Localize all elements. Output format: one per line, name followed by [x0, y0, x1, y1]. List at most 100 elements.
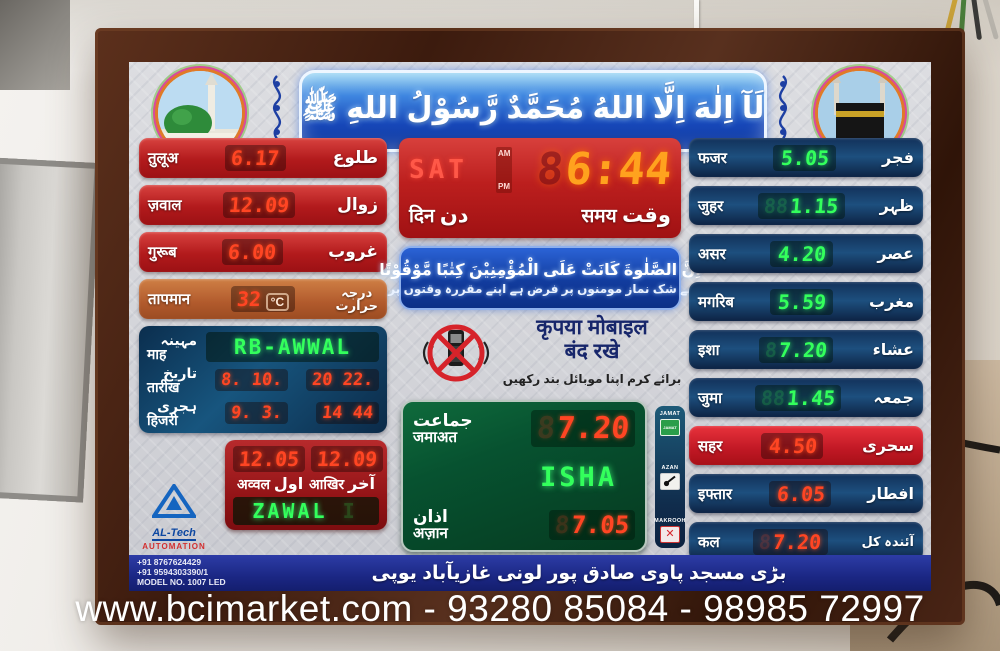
prayer-label-hindi: जुमा — [698, 389, 722, 407]
month-label-urdu: مہینہ — [160, 331, 197, 348]
prayer-row-maghrib: मगरिब 5.59 مغرب — [689, 282, 923, 321]
prayer-label-urdu: عشاء — [872, 341, 914, 359]
prayer-label-hindi: इशा — [698, 341, 720, 359]
shahada-text: لَآ اِلٰهَ اِلَّا اللهُ مُحَمَّدٌ رَّسُو… — [301, 91, 765, 125]
prayer-time: 5.05 — [780, 145, 831, 170]
year-display: 20 22. — [310, 370, 374, 391]
current-prayer-display: ISHA — [539, 462, 617, 494]
day-caption-urdu: دن — [439, 204, 469, 227]
prayer-row-fajr: फजर 5.05 فجر — [689, 138, 923, 177]
mobile-notice-line1: कृपया मोबाइल — [536, 316, 648, 339]
hijri-label-urdu: ہجری — [157, 397, 197, 414]
date-label-urdu: تاریخ — [163, 365, 197, 381]
led-ghost-digit: 88 — [759, 385, 786, 410]
jamat-status: JAMAT JAMAT — [660, 411, 681, 436]
temperature-urdu-line1: درجہ — [341, 285, 373, 300]
sunrise-time: 6.17 — [230, 146, 281, 170]
row-label-urdu: طلوع — [332, 148, 378, 167]
hijri-label-hindi: हिजरी — [147, 411, 178, 428]
prayer-clock-board: لَآ اِلٰهَ اِلَّا اللهُ مُحَمَّدٌ رَّسُو… — [95, 28, 965, 625]
prayer-row-asr: असर 4.20 عصر — [689, 234, 923, 273]
mobile-notice: कृपया मोबाइल बंद रखे برائے کرم اپنا موبا… — [501, 316, 683, 386]
prayer-row-tomorrow: कल 87.20 آئندہ کل — [689, 522, 923, 561]
mobile-notice-urdu: برائے کرم اپنا موبائل بند رکھیں — [502, 372, 682, 387]
mobile-notice-hindi: कृपया मोबाइल बंद रखे — [501, 316, 683, 364]
board-face: لَآ اِلٰهَ اِلَّا اللهُ مُحَمَّدٌ رَّسُو… — [129, 62, 931, 591]
date-display: 8. 10. — [219, 370, 283, 391]
azan-label: اذان अज़ान — [413, 508, 448, 542]
prayer-label-urdu: فجر — [882, 149, 914, 167]
prayer-time: 7.20 — [772, 529, 823, 554]
prayer-label-urdu: عصر — [877, 245, 914, 263]
month-display: RB-AWWAL — [206, 332, 379, 362]
zawal-awwal-time: 12.05 — [237, 447, 301, 472]
brand-name: AL-Tech — [152, 527, 196, 541]
mobile-notice-line2: बंद रखे — [564, 340, 620, 364]
led-ghost-digit: 88 — [763, 193, 790, 218]
pm-label: PM — [498, 182, 511, 191]
azan-row: اذان अज़ान 87.05 — [413, 508, 635, 542]
row-label-hindi: तुलूअ — [148, 150, 179, 167]
row-label-urdu: غروب — [328, 242, 378, 261]
prayer-time: 5.59 — [777, 289, 828, 314]
jamaat-time: 7.20 — [555, 411, 631, 446]
status-strip: JAMAT JAMAT AZAN MAKROOH ✕ — [654, 406, 686, 548]
azan-label-hindi: अज़ान — [413, 525, 448, 543]
prayer-time: 4.20 — [777, 241, 828, 266]
jamat-status-label: JAMAT — [659, 411, 681, 417]
watermark-text: www.bcimarket.com - 93280 85084 - 98985 … — [75, 588, 925, 629]
contact-block: +91 8767624429 +91 9594303390/1 MODEL NO… — [137, 558, 267, 587]
temperature-row: तापमान 32 °C درجہ حرارت — [139, 279, 387, 319]
date-label: تاریخ तारीख — [147, 366, 197, 395]
prayer-label-urdu: افطار — [867, 485, 914, 503]
prayer-row-sahar: सहर 4.50 سحری — [689, 426, 923, 465]
prayer-time: 6.05 — [775, 481, 826, 506]
zawal-row: ज़वाल 12.09 زوال — [139, 185, 387, 225]
sunset-time: 6.00 — [227, 240, 278, 264]
prayer-time: 1.15 — [789, 193, 840, 218]
led-ghost-digit: 8 — [534, 144, 566, 195]
zawal-title: ZAWAL — [252, 499, 328, 524]
time-caption-urdu: وقت — [621, 204, 671, 227]
clock-top-row: SAT AM PM 86:44 — [409, 144, 673, 196]
jamaat-label-hindi: जमाअत — [413, 428, 457, 446]
calendar-panel: مہینہ माह RB-AWWAL تاریخ तारीख 8. 10. 20… — [139, 326, 387, 434]
jamaat-label: جماعت जमाअत — [413, 411, 473, 446]
sunrise-row: तुलूअ 6.17 طلوع — [139, 138, 387, 178]
date-label-hindi: तारीख — [147, 379, 180, 396]
day-caption-hindi: दिन — [409, 206, 435, 227]
prayer-row-isha: इशा 87.20 عشاء — [689, 330, 923, 369]
microphone-icon — [660, 472, 680, 490]
akhir-label-urdu: آخر — [348, 476, 375, 494]
led-ghost-digit: I — [342, 499, 358, 524]
prayer-label-urdu: ظہر — [879, 197, 914, 215]
clock-caption-row: दिन دن समय وقت — [409, 202, 671, 228]
temperature-label-urdu: درجہ حرارت — [336, 286, 378, 312]
cross-icon: ✕ — [660, 526, 680, 543]
sunset-row: गुरूब 6.00 غروب — [139, 232, 387, 272]
prayer-label-hindi: मगरिब — [698, 293, 735, 311]
verse-arabic: اِنَّ الصَّلٰوةَ كَانَتْ عَلَى الْمُؤْمِ… — [379, 262, 701, 279]
prayer-label-hindi: सहर — [698, 437, 723, 455]
white-cable — [694, 0, 699, 34]
row-label-hindi: गुरूब — [148, 244, 177, 261]
makrooh-status-label: MAKROOH — [654, 518, 686, 524]
hijri-date-display: 9. 3. — [229, 402, 283, 423]
led-ghost-digit: 8 — [553, 511, 571, 540]
prayer-label-hindi: कल — [698, 533, 720, 551]
prayer-row-zuhr: जुहर 881.15 ظہر — [689, 186, 923, 225]
akhir-label-hindi: आखिर — [309, 476, 345, 493]
prayer-time: 7.20 — [777, 337, 829, 362]
mosque-name: بڑی مسجد پاوی صادق پور لونی غازیآباد یوپ… — [371, 562, 787, 584]
prayer-times-panel: फजर 5.05 فجر जुहर 881.15 ظہر असर 4.20 عص… — [689, 138, 923, 561]
prayer-label-urdu: سحری — [862, 437, 914, 455]
awwal-label: अव्वल اول — [237, 474, 303, 494]
prayer-label-urdu: آئندہ کل — [861, 533, 914, 549]
akhir-label: आखिर آخر — [309, 474, 375, 494]
time-caption: समय وقت — [581, 202, 671, 228]
ampm-indicator: AM PM — [496, 147, 513, 193]
month-label-hindi: माह — [147, 346, 167, 362]
led-ghost-digit: 8 — [758, 529, 773, 554]
day-display: SAT — [409, 155, 468, 185]
